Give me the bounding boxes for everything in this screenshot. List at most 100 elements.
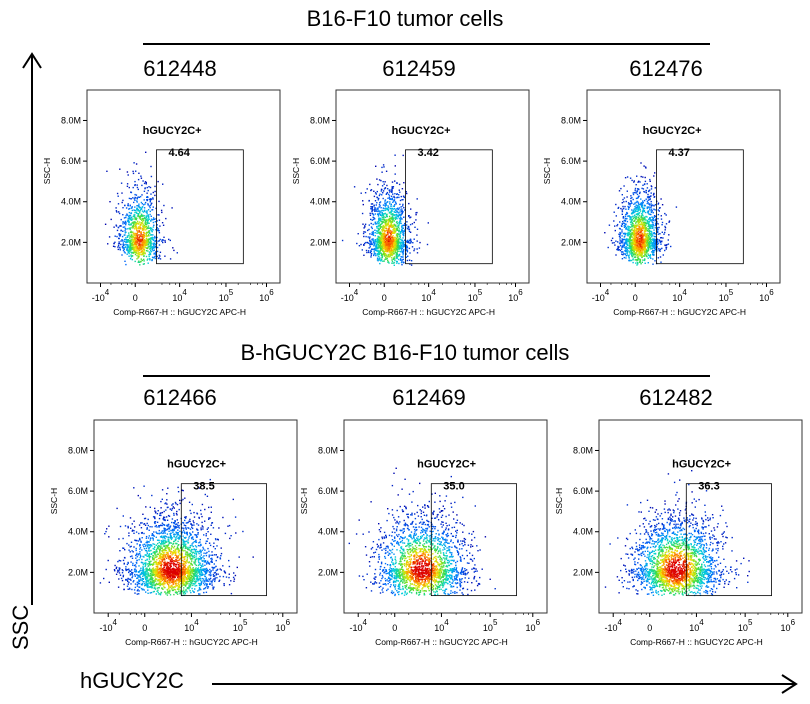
event-dot [383,188,386,190]
event-dot [381,258,383,260]
event-dot [385,207,388,210]
event-dot [381,246,383,248]
y-tick-label: 4.0M [561,197,581,207]
event-dot [176,591,178,594]
event-dot [634,244,637,246]
event-dot [369,242,371,245]
sample-id: 612448 [143,56,217,81]
event-dot [643,199,646,202]
event-dot [371,242,373,244]
event-dot [638,252,641,254]
event-dot [135,218,138,221]
event-dot [382,245,385,247]
event-dot [379,232,382,234]
event-dot [390,190,392,192]
event-dot [159,584,161,587]
event-dot [142,263,145,265]
event-dot [629,236,631,238]
event-dot [633,245,635,247]
event-dot [162,545,165,547]
event-dot [190,583,192,586]
event-dot [617,241,619,243]
y-tick-label: 8.0M [61,115,81,125]
event-dot [392,238,394,241]
event-dot [138,228,140,230]
event-dot [390,234,392,237]
event-dot [622,217,624,219]
event-dot [141,243,144,245]
event-dot [132,235,134,237]
event-dot [406,246,408,248]
event-dot [128,197,131,200]
event-dot [646,243,648,246]
event-dot [643,255,645,257]
event-dot [621,223,623,225]
event-dot [150,251,152,253]
event-dot [373,254,375,257]
event-dot [142,253,144,256]
event-dot [623,232,625,235]
event-dot [636,200,638,203]
event-dot [146,196,149,198]
event-dot [172,247,174,249]
event-dot [401,246,403,248]
event-dot [137,249,139,251]
event-dot [374,229,376,231]
event-dot [628,227,630,230]
event-dot [646,202,648,205]
event-dot [409,238,412,241]
event-dot [147,240,149,242]
event-dot [198,561,200,564]
event-dot [121,246,124,248]
event-dot [399,220,402,222]
event-dot [137,196,139,198]
event-dot [382,216,384,219]
event-dot [116,229,119,232]
event-dot [134,197,137,199]
event-dot [150,242,152,244]
event-dot [114,235,116,237]
event-dot [385,256,387,258]
event-dot [646,255,648,258]
event-dot [126,171,129,173]
event-dot [621,222,623,225]
event-dot [377,247,379,249]
event-dot [381,234,383,237]
event-dot [132,245,135,247]
event-dot [631,218,633,221]
event-dot [633,220,635,222]
event-dot [135,163,138,165]
event-dot [380,214,382,216]
event-dot [134,209,137,212]
event-dot [138,238,140,240]
event-dot [624,226,626,228]
event-dot [631,243,634,246]
event-dot [383,213,385,215]
event-dot [391,188,393,190]
event-dot [402,258,404,261]
event-dot [120,229,122,231]
event-dot [378,232,381,234]
event-dot [138,205,140,208]
event-dot [374,239,376,241]
event-dot [126,214,129,216]
event-dot [386,208,389,211]
event-dot [149,210,151,213]
event-dot [626,241,628,243]
event-dot [157,539,160,541]
event-dot [144,252,146,254]
event-dot [643,210,645,213]
event-dot [650,242,652,244]
event-dot [139,227,141,230]
event-dot [392,231,394,234]
event-dot [649,254,652,257]
event-dot [388,239,391,241]
event-dot [124,226,126,228]
event-dot [620,241,622,243]
event-dot [645,236,648,238]
event-dot [411,246,414,248]
event-dot [637,242,640,244]
event-dot [138,254,140,256]
event-dot [641,206,644,208]
